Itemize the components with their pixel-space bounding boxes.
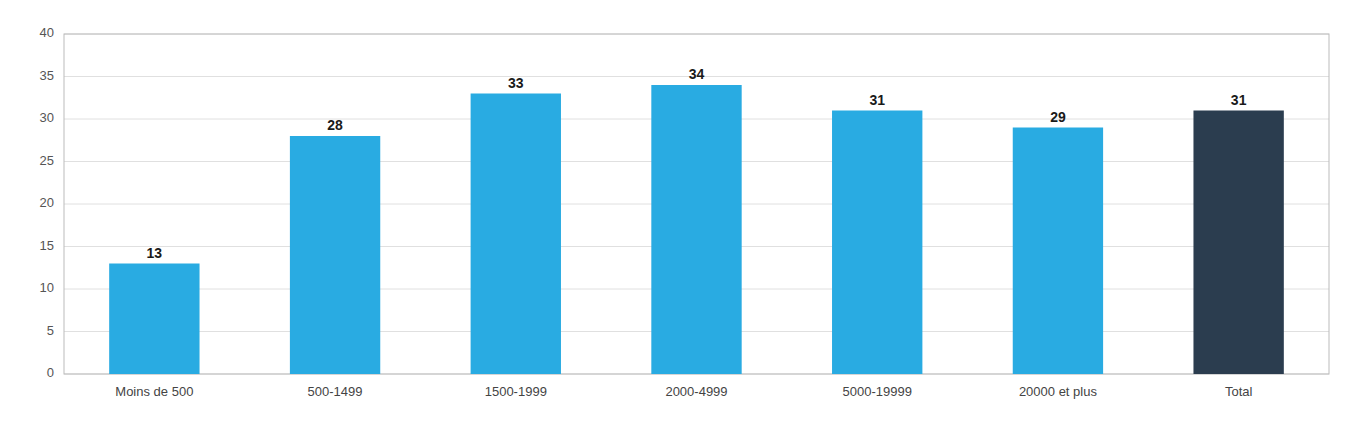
data-label: 29 — [1050, 109, 1066, 125]
y-tick-label: 0 — [47, 365, 54, 380]
data-labels: 13 28 33 34 31 29 31 — [147, 66, 1247, 261]
x-tick-label: Total — [1225, 384, 1253, 399]
x-tick-label: Moins de 500 — [115, 384, 193, 399]
y-tick-label: 30 — [40, 110, 54, 125]
y-tick-label: 20 — [40, 195, 54, 210]
bar — [832, 111, 922, 375]
x-tick-label: 5000-19999 — [843, 384, 912, 399]
y-tick-label: 5 — [47, 323, 54, 338]
y-tick-label: 35 — [40, 68, 54, 83]
x-tick-label: 1500-1999 — [485, 384, 547, 399]
bar — [1013, 128, 1103, 375]
y-axis: 0 5 10 15 20 25 30 35 40 — [40, 25, 54, 380]
x-tick-label: 20000 et plus — [1019, 384, 1098, 399]
x-tick-label: 2000-4999 — [665, 384, 727, 399]
bars — [109, 85, 1284, 374]
plot-frame — [64, 34, 1329, 374]
y-tick-label: 25 — [40, 153, 54, 168]
data-label: 33 — [508, 75, 524, 91]
grid — [64, 34, 1329, 374]
y-tick-label: 15 — [40, 238, 54, 253]
chart-container: 0 5 10 15 20 25 30 35 40 13 28 33 34 31 29 31 Moins de 5… — [0, 0, 1353, 430]
bar — [109, 264, 199, 375]
chart: 0 5 10 15 20 25 30 35 40 13 28 33 34 31 29 31 Moins de 5… — [0, 0, 1353, 430]
y-tick-label: 10 — [40, 280, 54, 295]
x-tick-label: 500-1499 — [308, 384, 363, 399]
bar — [651, 85, 741, 374]
bar — [471, 94, 561, 375]
data-label: 13 — [147, 245, 163, 261]
data-label: 28 — [327, 117, 343, 133]
data-label: 34 — [689, 66, 705, 82]
x-axis: Moins de 500 500-1499 1500-1999 2000-4999 50… — [115, 384, 1252, 399]
bar — [290, 136, 380, 374]
data-label: 31 — [869, 92, 885, 108]
bar — [1193, 111, 1283, 375]
y-tick-label: 40 — [40, 25, 54, 40]
data-label: 31 — [1231, 92, 1247, 108]
